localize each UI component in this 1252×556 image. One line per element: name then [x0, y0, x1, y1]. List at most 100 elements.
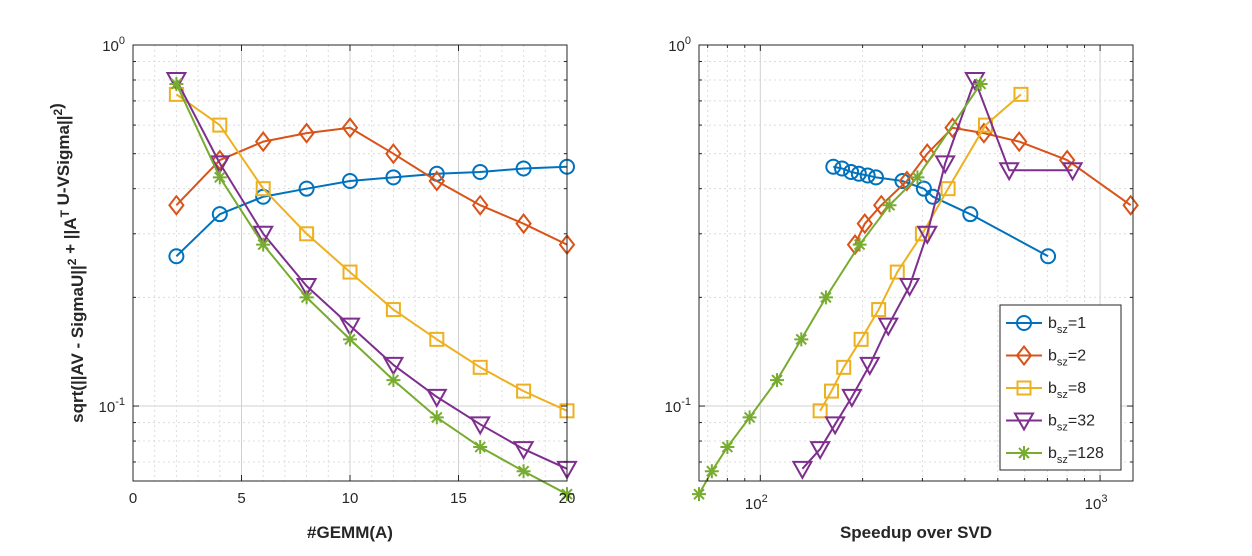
marker-asterisk	[212, 170, 227, 185]
marker-diamond	[1010, 130, 1028, 153]
y-tick-base: 10	[668, 38, 685, 55]
marker-asterisk	[692, 487, 706, 502]
series-b-sz-128	[169, 76, 574, 502]
marker-square	[889, 264, 905, 280]
legend-label: bsz=128	[1048, 445, 1104, 466]
series-b-sz-2	[168, 117, 576, 256]
marker-diamond	[944, 117, 961, 139]
marker-square	[1016, 380, 1032, 396]
x-tick-label: 15	[450, 490, 467, 507]
marker-diamond	[341, 117, 359, 139]
series-b-sz-32	[165, 71, 578, 480]
legend-label: bsz=2	[1048, 348, 1086, 369]
marker-asterisk	[299, 290, 314, 305]
marker-triangle	[209, 155, 231, 175]
marker-asterisk	[560, 487, 574, 502]
marker-circle	[168, 248, 185, 265]
marker-circle	[867, 169, 884, 186]
marker-square	[342, 264, 358, 280]
marker-circle	[385, 169, 402, 186]
x-axis-label: #GEMM(A)	[307, 523, 393, 542]
marker-square	[299, 226, 315, 242]
marker-triangle	[998, 162, 1020, 182]
series-line	[175, 83, 568, 496]
y-label-superscript: T	[58, 209, 72, 217]
marker-diamond	[385, 143, 402, 165]
series-line	[175, 79, 568, 470]
marker-circle	[843, 163, 860, 180]
x-tick-exponent: 3	[1101, 493, 1107, 505]
marker-diamond	[471, 194, 489, 216]
legend-label-subscript: sz	[1057, 422, 1068, 434]
axes-frame	[698, 44, 1134, 482]
y-tick-base: 10	[99, 399, 116, 416]
legend-label: bsz=1	[1048, 315, 1086, 336]
marker-square	[871, 302, 887, 318]
marker-circle	[850, 165, 867, 182]
legend-label-value: =128	[1068, 445, 1104, 462]
marker-triangle	[859, 356, 881, 376]
x-tick-label: 5	[237, 490, 245, 507]
marker-square	[255, 181, 271, 197]
marker-triangle	[934, 155, 956, 175]
marker-diamond	[298, 122, 315, 144]
legend-label-base: b	[1048, 413, 1057, 430]
marker-square	[472, 359, 488, 375]
marker-circle	[472, 163, 489, 180]
legend-label: bsz=32	[1048, 413, 1095, 434]
y-tick-label: 100	[102, 35, 125, 55]
marker-asterisk	[742, 410, 757, 425]
legend-label-subscript: sz	[1057, 324, 1068, 336]
marker-asterisk	[1017, 446, 1031, 460]
y-tick-base: 10	[665, 399, 682, 416]
marker-square	[940, 181, 956, 197]
marker-triangle	[841, 388, 863, 408]
marker-triangle	[809, 441, 831, 461]
marker-asterisk	[343, 332, 357, 347]
marker-asterisk	[818, 290, 833, 305]
y-tick-exponent: 0	[119, 35, 125, 47]
marker-triangle	[964, 71, 986, 92]
marker-square	[812, 403, 828, 419]
x-tick-label: 20	[559, 490, 576, 507]
legend-label-base: b	[1048, 445, 1057, 462]
y-label-text: + ||A	[61, 217, 80, 258]
marker-circle	[1016, 315, 1032, 331]
y-label-text: U-VSigma||	[54, 116, 73, 211]
marker-circle	[924, 188, 941, 205]
series-b-sz-8	[168, 86, 575, 419]
y-label-text: )	[47, 103, 66, 109]
marker-circle	[342, 173, 358, 190]
marker-square	[853, 331, 869, 347]
marker-triangle	[339, 317, 361, 337]
marker-triangle	[916, 225, 938, 245]
marker-square	[1013, 86, 1029, 102]
legend-label-subscript: sz	[1057, 454, 1068, 466]
series-line	[819, 93, 1022, 412]
marker-asterisk	[386, 373, 401, 388]
marker-square	[212, 117, 228, 133]
marker-asterisk	[720, 440, 735, 455]
marker-circle	[915, 180, 932, 197]
marker-asterisk	[429, 410, 444, 425]
marker-circle	[825, 158, 842, 175]
marker-triangle	[877, 317, 899, 337]
marker-asterisk	[910, 170, 925, 185]
marker-diamond	[168, 194, 185, 216]
marker-triangle	[382, 356, 405, 376]
y-axis-label: sqrt(||AV - SigmaU||2 + ||AT U-VSigma||2…	[47, 103, 87, 423]
marker-circle	[834, 160, 851, 177]
marker-asterisk	[473, 440, 488, 455]
marker-square	[823, 383, 839, 399]
marker-circle	[211, 206, 228, 223]
marker-asterisk	[882, 198, 897, 213]
x-tick-label: 102	[745, 493, 768, 513]
x-tick-base: 10	[745, 496, 762, 513]
series-b-sz-32	[791, 71, 1084, 480]
legend-label-base: b	[1048, 348, 1057, 365]
legend-label-value: =8	[1068, 380, 1086, 397]
series-line	[175, 165, 568, 257]
legend-label-value: =32	[1068, 413, 1095, 430]
marker-asterisk	[516, 464, 531, 479]
